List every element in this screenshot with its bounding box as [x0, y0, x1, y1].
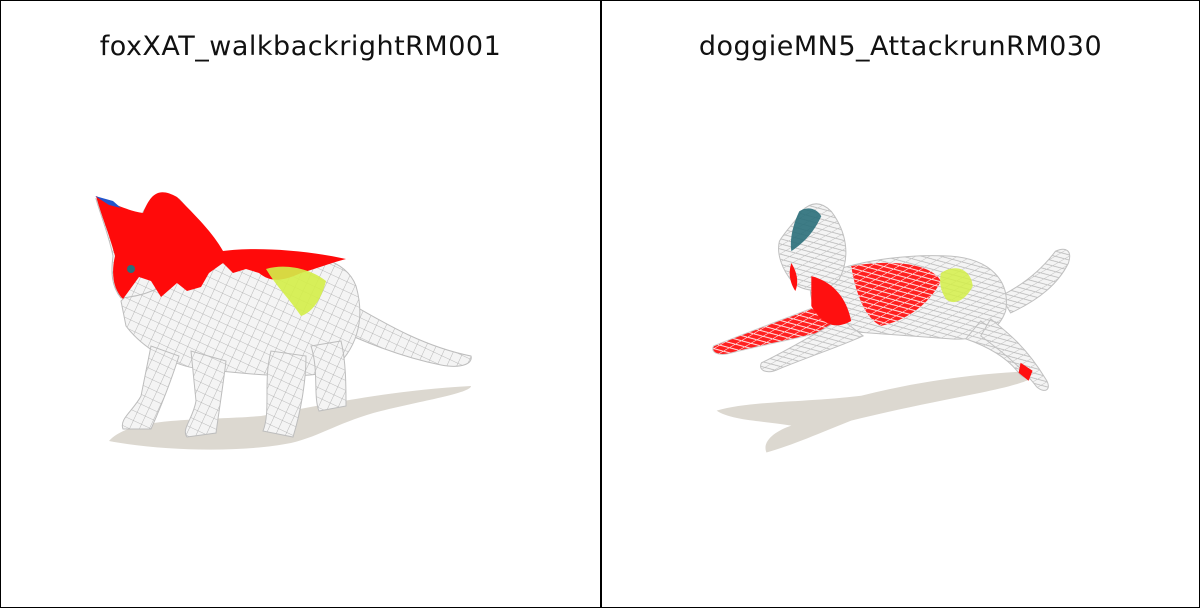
- dog-highlight-red-paw: [1018, 362, 1033, 381]
- panel-title-right: doggieMN5_AttackrunRM030: [698, 31, 1103, 62]
- dog-leg-front-2: [760, 318, 865, 373]
- dog-leg-front-1: [712, 300, 847, 355]
- fox-highlight-yellow: [266, 266, 326, 316]
- fox-ear-tip-blue: [95, 196, 121, 208]
- dog-render: [712, 203, 1071, 453]
- panel-right: doggieMN5_AttackrunRM030: [600, 1, 1199, 607]
- dog-mouth: [789, 263, 798, 292]
- panel-left: foxXAT_walkbackrightRM001: [1, 1, 600, 607]
- dog-tail: [999, 248, 1071, 314]
- fox-leg-back-left: [262, 350, 307, 438]
- dog-highlight-red-body: [851, 262, 941, 326]
- dog-shadow: [716, 370, 1041, 453]
- fox-leg-back-right: [310, 340, 347, 412]
- fox-leg-front-right: [184, 350, 227, 438]
- dog-head-marking-teal: [790, 208, 822, 252]
- fox-leg-front-left: [121, 345, 180, 430]
- fox-render: [95, 192, 472, 450]
- dog-highlight-red-chest: [811, 276, 852, 326]
- panel-title-left: foxXAT_walkbackrightRM001: [99, 31, 502, 62]
- dog-highlight-yellow: [940, 268, 973, 303]
- fox-eye: [127, 265, 135, 273]
- fox-tail: [330, 300, 472, 367]
